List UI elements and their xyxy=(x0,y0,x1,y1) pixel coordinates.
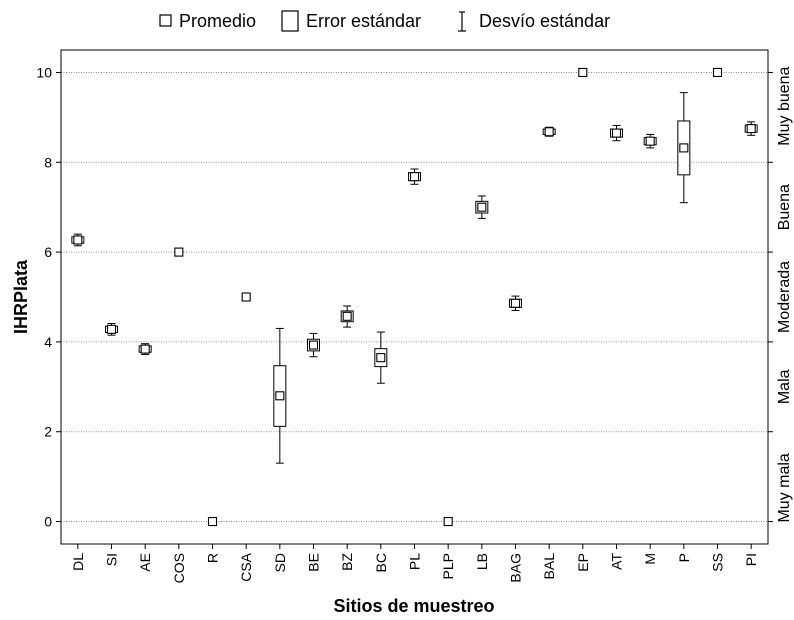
mean-marker xyxy=(611,128,622,138)
y-tick-label: 0 xyxy=(44,514,52,530)
mean-marker xyxy=(308,340,319,350)
category-group xyxy=(207,516,218,527)
x-tick-label: PLP xyxy=(440,553,456,579)
category-group xyxy=(71,233,85,247)
category-group xyxy=(610,124,623,142)
category-group xyxy=(509,295,522,311)
x-tick-label: PI xyxy=(743,553,759,566)
legend-marker-icon xyxy=(159,14,172,27)
category-group xyxy=(273,327,287,464)
category-group xyxy=(105,322,118,336)
mean-marker xyxy=(443,516,453,527)
legend-box-icon xyxy=(281,10,299,32)
plot-area-frame xyxy=(60,49,769,545)
x-tick-label: M xyxy=(642,553,658,565)
category-group xyxy=(408,168,421,185)
category-group xyxy=(374,331,388,384)
mean-marker xyxy=(409,172,420,182)
mean-marker xyxy=(477,202,487,212)
x-tick-label: LB xyxy=(474,553,490,570)
x-tick-label: AE xyxy=(137,553,153,572)
category-group xyxy=(744,121,758,136)
mean-marker xyxy=(544,127,554,137)
x-tick-label: BC xyxy=(373,553,389,572)
category-group xyxy=(443,516,453,527)
mean-marker xyxy=(207,516,218,527)
category-group xyxy=(542,126,556,137)
x-tick-label: R xyxy=(205,553,221,563)
x-tick-label: BAG xyxy=(508,553,524,583)
x-tick-label: AT xyxy=(609,553,625,570)
x-tick-label: BE xyxy=(306,553,322,572)
y-tick-label: 6 xyxy=(44,244,52,260)
category-group xyxy=(677,92,691,204)
y-tick-label: 10 xyxy=(36,64,52,80)
mean-marker xyxy=(174,247,184,257)
legend-label: Promedio xyxy=(179,11,256,31)
x-tick-label: COS xyxy=(171,553,187,583)
category-group xyxy=(138,343,152,355)
y-tick-label: 4 xyxy=(44,334,52,350)
mean-marker xyxy=(510,298,521,308)
quality-bands: Muy mala Mala Moderada Buena Muy buena xyxy=(776,66,793,522)
quality-band-label: Muy mala xyxy=(776,453,793,522)
x-axis: DL SI AE COS R CSA SD BE BZ BC PL PLP LB BAG BAL EP AT M P… xyxy=(70,544,759,583)
legend-label: Desvío estándar xyxy=(479,11,610,31)
category-group xyxy=(643,133,657,149)
x-tick-label: SD xyxy=(272,553,288,572)
legend: Promedio Error estándar Desvío estándar xyxy=(159,10,610,32)
category-group xyxy=(340,305,354,328)
quality-band-label: Mala xyxy=(776,369,793,404)
category-group xyxy=(307,332,320,358)
mean-marker xyxy=(140,344,150,354)
x-tick-label: DL xyxy=(70,553,86,571)
x-tick-label: BZ xyxy=(339,553,355,571)
category-group xyxy=(174,247,184,257)
x-tick-label: P xyxy=(676,553,692,562)
category-group xyxy=(241,292,251,302)
y-axis: 0 2 4 6 8 10 xyxy=(36,64,773,530)
mean-marker xyxy=(73,235,83,245)
mean-marker xyxy=(376,353,386,363)
quality-band-label: Muy buena xyxy=(776,66,793,145)
mean-marker xyxy=(645,136,655,146)
y-tick-label: 2 xyxy=(44,424,52,440)
category-group xyxy=(578,67,588,78)
x-tick-label: SS xyxy=(710,553,726,572)
quality-band-label: Buena xyxy=(776,184,793,230)
x-tick-label: CSA xyxy=(238,552,254,581)
y-axis-title: IHRPlata xyxy=(11,259,31,334)
x-tick-label: PL xyxy=(407,553,423,570)
x-axis-title: Sitios de muestreo xyxy=(333,596,494,616)
x-tick-label: BAL xyxy=(541,553,557,580)
grid-lines xyxy=(61,72,768,522)
category-group xyxy=(475,195,489,219)
mean-marker xyxy=(342,311,352,321)
mean-marker xyxy=(679,143,689,153)
quality-band-label: Moderada xyxy=(776,261,793,333)
mean-marker xyxy=(275,391,285,401)
series-marks xyxy=(71,67,758,527)
x-tick-label: EP xyxy=(575,553,591,572)
mean-marker xyxy=(106,324,117,334)
category-group xyxy=(712,67,723,78)
mean-marker xyxy=(746,124,756,134)
mean-marker xyxy=(241,292,251,302)
x-tick-label: SI xyxy=(104,553,120,566)
y-tick-label: 8 xyxy=(44,154,52,170)
mean-marker xyxy=(578,67,588,78)
legend-label: Error estándar xyxy=(306,11,421,31)
mean-marker xyxy=(712,67,723,78)
